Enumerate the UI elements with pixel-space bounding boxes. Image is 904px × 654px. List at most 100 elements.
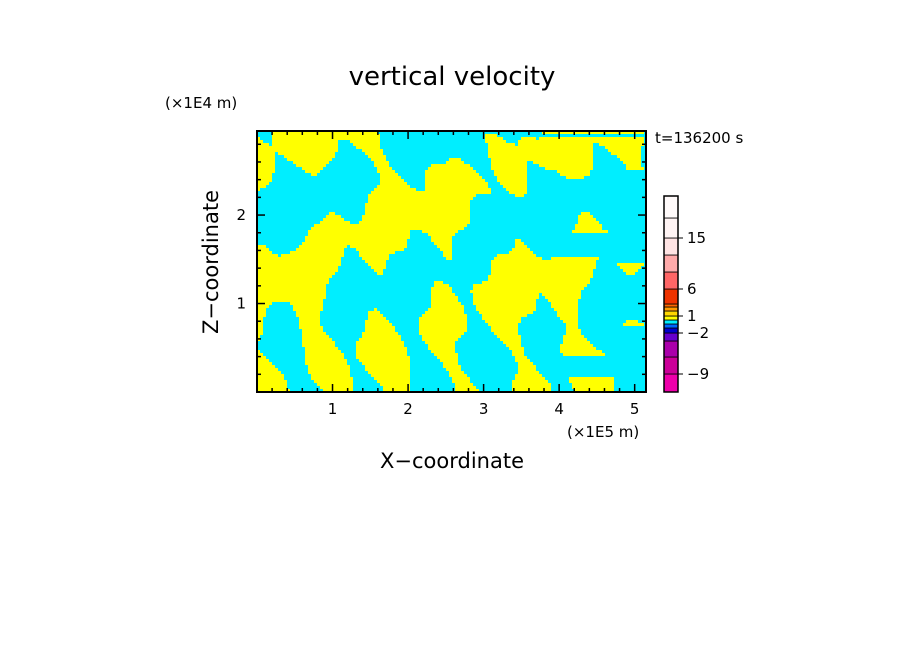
field-cell: [362, 218, 470, 221]
field-cell: [371, 158, 386, 161]
field-cell: [305, 359, 347, 362]
field-cell: [494, 257, 542, 260]
field-cell: [257, 164, 275, 167]
field-cell: [374, 164, 389, 167]
field-cell: [434, 281, 443, 284]
field-cell: [473, 296, 539, 299]
field-cell: [491, 263, 596, 266]
field-cell: [320, 221, 350, 224]
field-cell: [377, 380, 410, 383]
field-cell: [512, 248, 530, 251]
field-cell: [626, 272, 635, 275]
field-cell: [482, 281, 590, 284]
field-cell: [491, 167, 527, 170]
field-cell: [371, 191, 491, 194]
field-cell: [575, 227, 602, 230]
field-cell: [488, 149, 593, 152]
field-cell: [434, 284, 449, 287]
field-cell: [617, 155, 641, 158]
colorbar-swatch: [663, 217, 679, 239]
field-cell: [257, 173, 272, 176]
field-cell: [500, 338, 521, 341]
field-cell: [428, 308, 464, 311]
field-cell: [257, 287, 326, 290]
field-cell: [257, 368, 278, 371]
field-cell: [257, 371, 281, 374]
field-cell: [293, 305, 323, 308]
field-cell: [272, 143, 338, 146]
field-cell: [515, 245, 527, 248]
field-cell: [359, 359, 410, 362]
field-cell: [494, 170, 527, 173]
field-cell: [599, 143, 644, 146]
field-cell: [374, 269, 383, 272]
field-cell: [443, 365, 461, 368]
field-cell: [365, 320, 389, 323]
field-cell: [377, 170, 395, 173]
time-label: t=136200 s: [655, 129, 743, 147]
field-cell: [449, 158, 461, 161]
field-cell: [566, 323, 578, 326]
colorbar-swatch: [663, 373, 679, 393]
field-cell: [452, 377, 470, 380]
field-cell: [512, 386, 551, 389]
colorbar-ticks: 15 6 1−2 −9: [678, 229, 709, 383]
field-cell: [296, 314, 320, 317]
field-cell: [419, 329, 467, 332]
field-cell: [257, 143, 269, 146]
field-cell: [518, 371, 539, 374]
field-cell: [305, 347, 338, 350]
field-cell: [302, 242, 407, 245]
field-cell: [257, 188, 260, 191]
field-cell: [617, 263, 644, 266]
field-cell: [380, 176, 401, 179]
field-cell: [566, 326, 578, 329]
field-cell: [380, 182, 407, 185]
field-cell: [485, 137, 503, 140]
field-cell: [563, 335, 584, 338]
colorbar-tick-label: −9: [687, 365, 709, 383]
field-cell: [257, 251, 272, 254]
field-cell: [425, 185, 488, 188]
field-cell: [257, 314, 266, 317]
colorbar-tick-label: 15: [687, 229, 706, 247]
y-axis-label: Z−coordinate: [199, 190, 223, 334]
field-cell: [365, 209, 470, 212]
field-cell: [257, 317, 263, 320]
field-cell: [377, 167, 392, 170]
field-cell: [431, 236, 452, 239]
y-tick-label: 2: [236, 206, 246, 224]
field-cell: [482, 317, 521, 320]
field-cell: [557, 170, 590, 173]
field-cell: [296, 311, 320, 314]
field-cell: [419, 332, 464, 335]
field-cell: [362, 215, 470, 218]
x-unit-label: (×1E5 m): [567, 423, 639, 441]
field-cell: [425, 311, 464, 314]
field-cell: [257, 137, 260, 140]
field-cell: [437, 356, 458, 359]
field-cell: [380, 383, 410, 386]
field-cell: [257, 299, 323, 302]
field-cell: [515, 242, 524, 245]
field-cell: [515, 374, 542, 377]
field-cell: [491, 326, 518, 329]
field-cell: [425, 179, 485, 182]
field-cell: [365, 323, 392, 326]
field-cell: [296, 164, 326, 167]
y-tick-label: 1: [236, 295, 246, 313]
field-cell: [257, 293, 326, 296]
field-cell: [497, 254, 536, 257]
field-cell: [257, 269, 338, 272]
field-cell: [368, 317, 386, 320]
colorbar-tick-label: 1: [687, 307, 697, 325]
field-cell: [539, 164, 593, 167]
field-cell: [356, 347, 407, 350]
field-cell: [491, 260, 596, 263]
field-cell: [257, 290, 326, 293]
field-cell: [431, 305, 464, 308]
field-cell: [257, 146, 338, 149]
field-cell: [311, 173, 317, 176]
field-cell: [257, 158, 275, 161]
field-cell: [611, 152, 641, 155]
